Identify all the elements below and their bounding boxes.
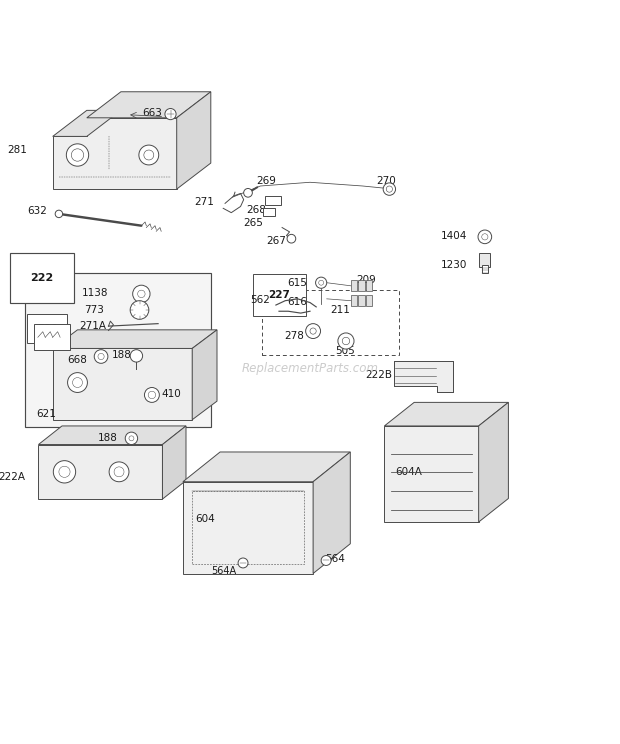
Text: 211: 211: [330, 305, 350, 315]
Text: 604: 604: [195, 514, 215, 524]
Text: 621: 621: [36, 409, 56, 419]
Text: 271A: 271A: [79, 321, 106, 331]
Circle shape: [94, 350, 108, 363]
Text: 773: 773: [84, 305, 104, 315]
Text: 564A: 564A: [211, 566, 236, 576]
Text: 1230: 1230: [440, 260, 467, 270]
Text: 663: 663: [143, 108, 162, 118]
Bar: [265, 196, 281, 205]
Text: 269: 269: [256, 176, 276, 186]
Bar: [479, 253, 490, 266]
Circle shape: [130, 301, 149, 319]
Circle shape: [130, 350, 143, 362]
Polygon shape: [313, 452, 350, 574]
Text: 616: 616: [288, 297, 308, 307]
Text: 505: 505: [335, 346, 355, 356]
Bar: [34, 324, 70, 350]
Circle shape: [66, 144, 89, 166]
Text: 615: 615: [288, 278, 308, 288]
Text: 188: 188: [112, 350, 131, 360]
Text: ReplacementParts.com: ReplacementParts.com: [242, 362, 378, 376]
Circle shape: [133, 285, 150, 303]
Circle shape: [139, 145, 159, 165]
Polygon shape: [183, 482, 313, 574]
Circle shape: [55, 210, 63, 217]
Polygon shape: [177, 92, 211, 189]
Bar: [366, 295, 372, 307]
Circle shape: [287, 234, 296, 243]
Text: 604A: 604A: [395, 467, 422, 478]
Polygon shape: [38, 444, 162, 499]
Text: 209: 209: [356, 275, 376, 284]
Polygon shape: [479, 403, 508, 522]
Text: 564: 564: [326, 554, 345, 564]
Circle shape: [321, 556, 331, 565]
Polygon shape: [394, 362, 453, 392]
Text: 222: 222: [30, 273, 54, 283]
Text: 268: 268: [247, 205, 267, 214]
Text: 1138: 1138: [82, 288, 108, 298]
Polygon shape: [183, 452, 350, 482]
Circle shape: [383, 183, 396, 196]
Text: 270: 270: [376, 176, 396, 186]
Bar: [351, 295, 357, 307]
Circle shape: [68, 373, 87, 393]
Bar: [358, 295, 365, 307]
Polygon shape: [53, 110, 121, 136]
Text: 227: 227: [268, 290, 290, 300]
Text: 267: 267: [267, 236, 286, 246]
Circle shape: [125, 432, 138, 444]
Text: 562: 562: [250, 295, 270, 305]
Polygon shape: [384, 426, 479, 522]
Text: 265: 265: [243, 218, 263, 228]
Circle shape: [478, 230, 492, 244]
Polygon shape: [53, 330, 217, 348]
Circle shape: [165, 109, 176, 120]
Circle shape: [338, 333, 354, 349]
Circle shape: [109, 462, 129, 482]
Polygon shape: [384, 403, 508, 426]
Text: 222B: 222B: [365, 370, 392, 380]
Text: 271: 271: [194, 197, 214, 207]
Polygon shape: [53, 348, 192, 420]
Polygon shape: [53, 118, 177, 189]
Bar: [262, 289, 399, 355]
Polygon shape: [162, 426, 186, 499]
Text: 1404: 1404: [440, 231, 467, 240]
Circle shape: [53, 461, 76, 483]
Bar: [351, 280, 357, 292]
Polygon shape: [38, 426, 186, 444]
Circle shape: [238, 558, 248, 568]
Text: 278: 278: [284, 331, 304, 341]
Text: 410: 410: [161, 388, 181, 399]
Polygon shape: [192, 330, 217, 420]
Text: 281: 281: [7, 145, 27, 155]
Bar: [358, 280, 365, 292]
Text: 668: 668: [67, 355, 87, 365]
Text: 188: 188: [98, 433, 118, 443]
Bar: [482, 266, 488, 273]
Circle shape: [306, 324, 321, 339]
Polygon shape: [87, 92, 211, 118]
Bar: [25, 273, 211, 426]
Text: 632: 632: [27, 206, 47, 216]
Circle shape: [244, 188, 252, 197]
Circle shape: [316, 277, 327, 288]
Bar: [263, 208, 275, 216]
Text: 504: 504: [37, 324, 58, 333]
Bar: [366, 280, 372, 292]
Text: 222A: 222A: [0, 472, 25, 482]
Circle shape: [144, 388, 159, 403]
